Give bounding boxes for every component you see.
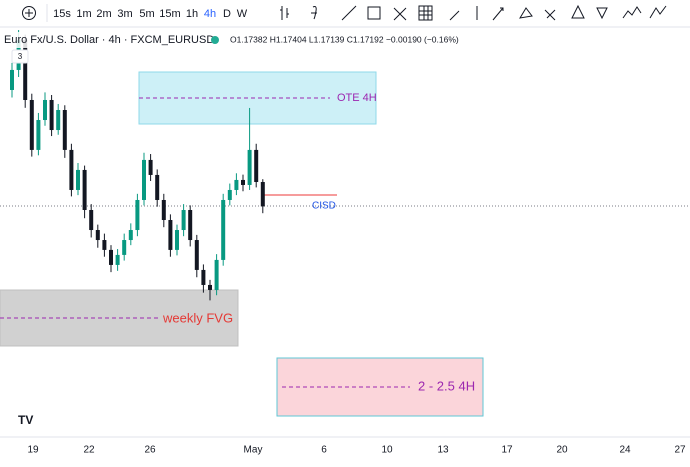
drawing-tools xyxy=(280,4,667,21)
candle-body xyxy=(23,40,28,100)
plot-area: OTE 4H weekly FVG 2 - 2.5 4H CISD xyxy=(0,71,690,417)
candle-body xyxy=(221,199,226,260)
candle-body xyxy=(227,189,232,200)
fib-tool[interactable] xyxy=(393,7,407,21)
timeframe-button[interactable]: D xyxy=(223,8,231,20)
fvg-label: weekly FVG xyxy=(162,310,233,325)
candle-style-button[interactable] xyxy=(280,6,289,20)
arrow-tool[interactable] xyxy=(492,7,504,21)
candle-body xyxy=(102,240,107,250)
add-icon xyxy=(25,9,33,17)
tradingview-logo[interactable]: TV xyxy=(18,413,33,427)
timeframe-button[interactable]: 1h xyxy=(186,8,198,20)
triangle-tool[interactable] xyxy=(571,4,585,19)
elliott-tool[interactable] xyxy=(649,5,667,19)
candles xyxy=(10,30,265,301)
x-tick-label: May xyxy=(244,445,263,456)
candle-body xyxy=(36,120,41,150)
candle-body xyxy=(208,284,212,290)
candle-body xyxy=(76,169,80,190)
timeframes: 15s 1m 2m 3m 5m 15m 1h 4h D W xyxy=(53,8,248,20)
candle-body xyxy=(95,230,100,241)
x-tick-label: 19 xyxy=(27,445,39,456)
candle-body xyxy=(89,209,94,231)
x-tick-label: 17 xyxy=(501,445,513,456)
toolbar xyxy=(0,0,690,27)
ote-label: OTE 4H xyxy=(337,92,377,104)
trendline-tool[interactable] xyxy=(341,5,357,21)
grid-lines xyxy=(419,6,432,20)
candle-body xyxy=(142,159,146,200)
timeframe-button[interactable]: 3m xyxy=(117,8,132,20)
candle-body xyxy=(194,240,199,270)
x-tick-label: 24 xyxy=(619,445,631,456)
time-axis: 19 22 26 May 6 10 13 17 20 24 27 xyxy=(27,445,686,456)
timeframe-button[interactable]: W xyxy=(237,8,248,20)
candle-body xyxy=(155,174,160,200)
candle-body xyxy=(234,179,239,190)
target-label: 2 - 2.5 4H xyxy=(418,378,475,393)
timeframe-button[interactable]: 15m xyxy=(159,8,180,20)
candle-body xyxy=(254,149,259,183)
x-tick-label: 27 xyxy=(674,445,686,456)
candle-body xyxy=(161,199,166,221)
timeframe-button[interactable]: 1m xyxy=(76,8,91,20)
candle-body xyxy=(181,209,186,231)
candle-body xyxy=(135,199,140,231)
candle-body xyxy=(188,209,193,241)
x-tick-label: 26 xyxy=(144,445,156,456)
candle-body xyxy=(82,169,87,210)
candle-body xyxy=(115,254,120,265)
symbol-name[interactable]: Euro Fx/U.S. Dollar · 4h · FXCM_EURUSD xyxy=(4,34,214,46)
indicator-badge[interactable] xyxy=(11,49,29,64)
timeframe-button[interactable]: 5m xyxy=(139,8,154,20)
status-dot xyxy=(211,36,219,44)
legend-bg xyxy=(0,32,300,48)
candle-body xyxy=(128,230,133,241)
rect-tool[interactable] xyxy=(367,6,381,20)
brush-tool[interactable] xyxy=(449,10,460,21)
candle-body xyxy=(122,240,127,255)
candle-body xyxy=(241,179,245,185)
badge-count: 3 xyxy=(18,52,23,61)
x-tick-label: 13 xyxy=(437,445,449,456)
ote-box xyxy=(138,71,377,125)
candle-body xyxy=(175,230,179,250)
ohlc-values: O1.17382 H1.17404 L1.17139 C1.17192 −0.0… xyxy=(230,34,459,44)
candle-body xyxy=(214,259,219,290)
pattern-tool[interactable] xyxy=(622,6,642,19)
x-tick-label: 6 xyxy=(321,445,327,456)
timeframe-button[interactable]: 4h xyxy=(204,8,216,20)
candle-body xyxy=(201,269,206,285)
timeframe-button[interactable]: 2m xyxy=(96,8,111,20)
candle-body xyxy=(168,220,173,250)
candle-body xyxy=(69,149,74,190)
x-tick-label: 10 xyxy=(381,445,393,456)
pen-tool[interactable] xyxy=(519,7,533,19)
candle-body xyxy=(29,99,34,150)
candle-body xyxy=(62,110,67,150)
candle-body xyxy=(43,99,47,121)
arrow-down-tool[interactable] xyxy=(596,7,608,20)
candle-body xyxy=(49,99,54,131)
x-tick-label: 20 xyxy=(556,445,568,456)
indicators-button[interactable] xyxy=(311,6,317,20)
cisd-label: CISD xyxy=(312,201,336,212)
grid-tool[interactable] xyxy=(418,5,433,21)
candle-body xyxy=(148,159,153,175)
candle-body xyxy=(56,110,61,131)
add-symbol-button[interactable] xyxy=(22,6,36,20)
candle-body xyxy=(109,249,113,265)
candle-body xyxy=(247,149,252,185)
candle-body xyxy=(10,69,14,90)
x-tick-label: 22 xyxy=(83,445,95,456)
timeframe-button[interactable]: 15s xyxy=(53,8,71,20)
candle-body xyxy=(260,182,265,207)
measure-tool[interactable] xyxy=(544,9,556,21)
